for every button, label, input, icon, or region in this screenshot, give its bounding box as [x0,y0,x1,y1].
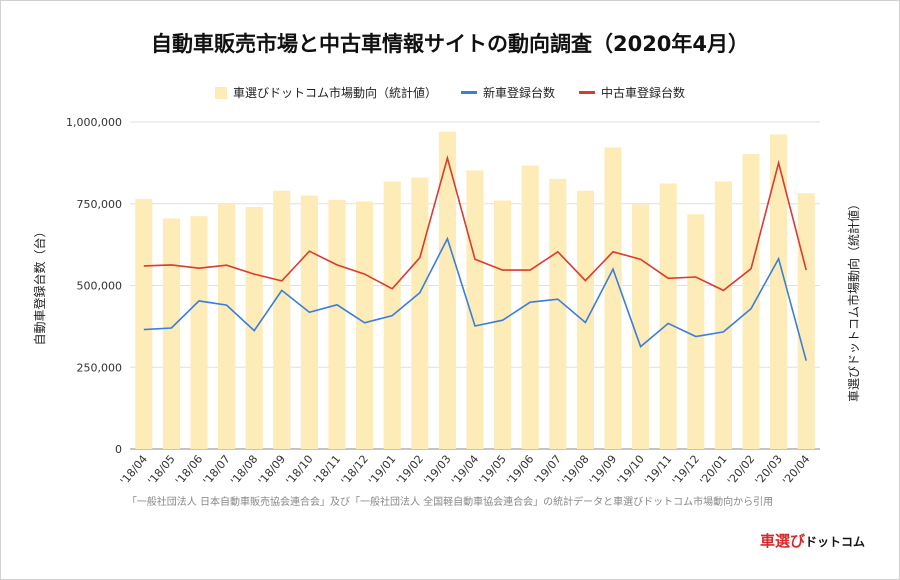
legend-item-new-car: 新車登録台数 [460,84,555,101]
legend-item-market: 車選びドットコム市場動向（統計値） [214,84,437,101]
x-tick-label: '19/04 [449,453,481,488]
legend-label-market: 車選びドットコム市場動向（統計値） [232,86,437,100]
bar [135,198,153,449]
x-tick-label: '19/01 [366,453,398,488]
x-tick-label: '19/10 [615,453,647,488]
chart-title: 自動車販売市場と中古車情報サイトの動向調査（2020年4月） [150,32,750,56]
bar [411,177,429,449]
x-tick-label: '19/02 [394,453,426,488]
x-tick-label: '18/11 [311,453,343,488]
x-tick-label: '19/05 [477,453,509,488]
legend: 車選びドットコム市場動向（統計値） 新車登録台数 中古車登録台数 [0,84,900,101]
x-tick-label: '19/08 [559,453,591,488]
bar [356,201,374,449]
x-tick-label: '18/09 [256,453,288,488]
bar [576,190,594,450]
x-tick-label: '19/09 [587,453,619,488]
x-tick-label: '20/03 [753,453,785,488]
bar [162,218,180,449]
bar [687,214,705,449]
x-tick-label: '19/06 [504,453,536,488]
x-tick-label: '19/03 [421,453,453,488]
bar [328,199,346,449]
legend-swatch-market [214,86,227,99]
bar [659,183,677,449]
bar [714,181,732,449]
x-tick-label: '18/06 [173,453,205,488]
bar [190,216,208,449]
bar [300,195,318,449]
bar [466,170,484,449]
x-tick-label: '18/12 [339,453,371,488]
y-axis-label: 自動車登録台数（台） [32,225,47,345]
x-tick-label: '19/12 [670,453,702,488]
logo-part1: 車選び [760,532,806,550]
x-tick-label: '20/02 [725,453,757,488]
legend-label-new-car: 新車登録台数 [482,86,555,100]
x-tick-label: '18/07 [201,453,233,488]
series-line-used-car [143,154,807,292]
y-ticks: 0 250,000 500,000 750,000 1,000,000 [66,116,122,456]
bar [604,147,622,450]
x-tick-label: '18/10 [283,453,315,488]
y-axis-label-right: 車選びドットコム市場動向（統計値） [846,198,861,402]
legend-swatch-used-car [579,91,595,94]
legend-item-used-car: 中古車登録台数 [579,84,685,101]
y-tick-label: 250,000 [77,361,123,374]
y-tick-label: 1,000,000 [66,116,122,129]
brand-logo: 車選びドットコム [760,530,865,551]
lines [143,154,807,361]
y-tick-label: 0 [115,443,122,456]
legend-label-used-car: 中古車登録台数 [601,86,686,100]
bar [549,178,567,449]
x-tick-label: '18/08 [228,453,260,488]
y-tick-label: 500,000 [77,280,123,293]
x-tick-label: '19/07 [532,453,564,488]
bar [521,165,539,449]
bar [273,190,291,450]
x-tick-label: '18/05 [145,453,177,488]
legend-swatch-new-car [460,91,477,94]
bar [494,200,512,449]
logo-part2: ドットコム [805,535,866,549]
x-tick-label: '18/04 [118,453,150,488]
bar [770,134,788,449]
source-footnote: 「一般社団法人 日本自動車販売協会連合会」及び「一般社団法人 全国軽自動車協会連… [126,497,774,508]
x-ticks: '18/04'18/05'18/06'18/07'18/08'18/09'18/… [118,453,813,488]
series-line-new-car [143,236,807,361]
bar [438,131,456,449]
bar [218,203,236,449]
bars [135,131,815,450]
x-tick-label: '20/04 [780,453,812,488]
bar [797,193,815,449]
y-tick-label: 750,000 [77,198,123,211]
x-tick-label: '19/11 [642,453,674,488]
x-tick-label: '20/01 [697,453,729,488]
bar [632,204,650,449]
bar [742,154,760,449]
bar [245,207,263,449]
